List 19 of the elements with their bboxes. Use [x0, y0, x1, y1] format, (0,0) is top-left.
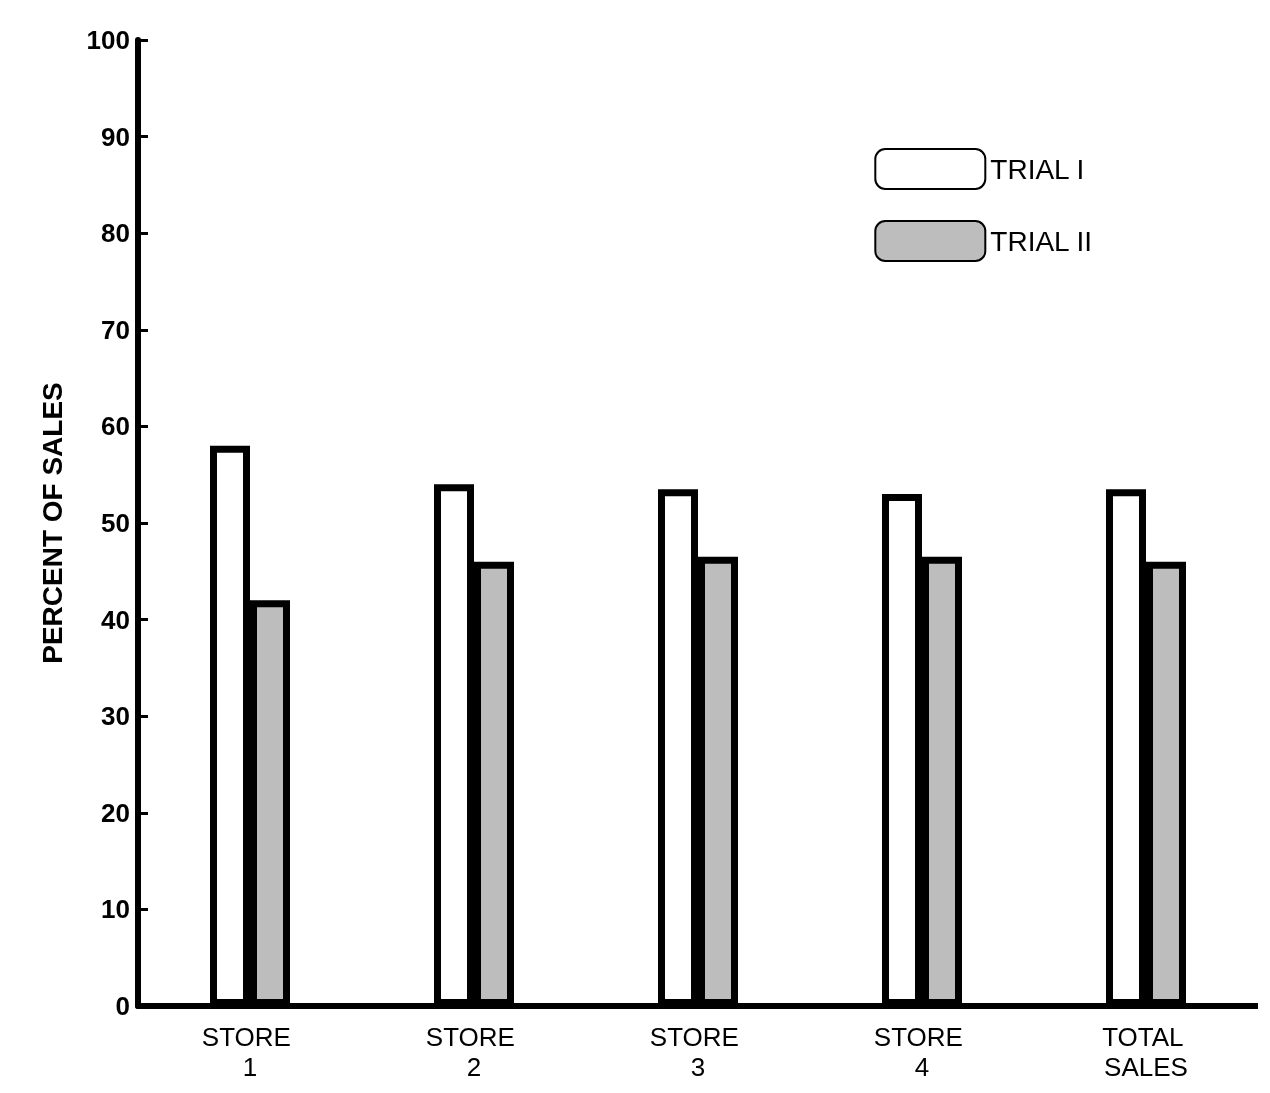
- y-tick-label: 60: [101, 411, 130, 442]
- x-tick-label: STORE 1: [201, 1022, 299, 1082]
- y-tick-label: 70: [101, 314, 130, 345]
- y-tick-label: 30: [101, 701, 130, 732]
- y-tick-label: 90: [101, 121, 130, 152]
- y-tick-label: 20: [101, 797, 130, 828]
- x-tick-label: STORE 4: [873, 1022, 971, 1082]
- y-tick-label: 10: [101, 894, 130, 925]
- y-tick-label: 50: [101, 508, 130, 538]
- x-tick-label: STORE 2: [425, 1022, 523, 1082]
- legend-label: TRIAL II: [990, 225, 1092, 257]
- legend-label: TRIAL I: [990, 153, 1085, 185]
- y-tick-label: 0: [115, 991, 130, 1021]
- x-tick-label: STORE 3: [649, 1022, 747, 1082]
- x-tick-label: TOTAL SALES: [1102, 1022, 1190, 1082]
- y-axis-title: PERCENT OF SALES: [36, 382, 68, 664]
- y-tick-label: 80: [101, 218, 130, 249]
- y-tick-label: 40: [101, 604, 130, 635]
- y-tick-label: 100: [86, 25, 130, 55]
